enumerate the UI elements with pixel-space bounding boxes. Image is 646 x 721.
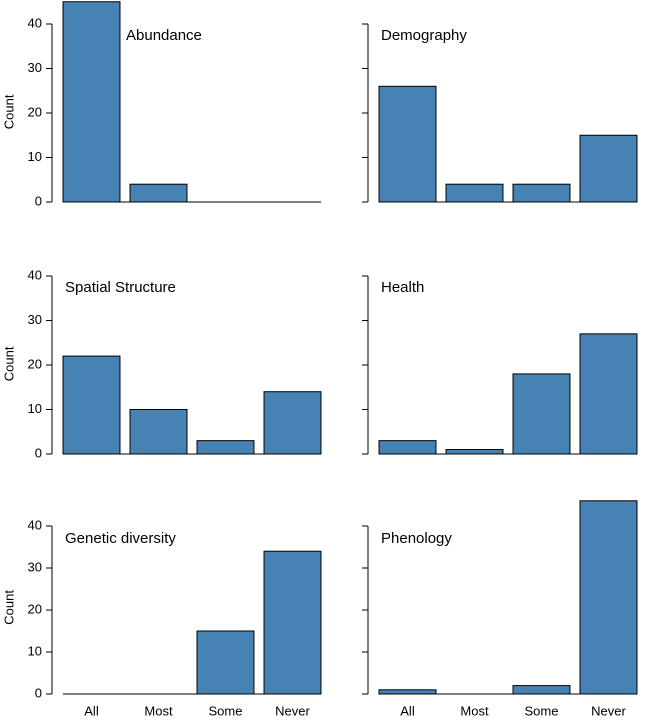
bar — [129, 409, 188, 455]
bar — [196, 630, 255, 695]
x-tick-label: All — [84, 703, 99, 718]
y-tick-label: 20 — [28, 104, 42, 119]
bar — [378, 689, 437, 695]
y-tick-label: 0 — [35, 685, 42, 700]
y-tick-label: 30 — [28, 60, 42, 75]
panel-title: Abundance — [126, 27, 202, 44]
bar — [579, 500, 638, 695]
bar — [512, 183, 571, 203]
panel-title: Health — [381, 279, 424, 296]
y-tick-label: 10 — [28, 643, 42, 658]
bar — [263, 550, 322, 695]
bar — [579, 333, 638, 455]
bar — [196, 440, 255, 455]
panel-title: Genetic diversity — [65, 530, 176, 547]
bar — [579, 134, 638, 203]
y-tick-label: 40 — [28, 267, 42, 282]
x-tick-label: Some — [209, 703, 243, 718]
x-tick-label: Never — [275, 703, 310, 718]
y-tick-label: 10 — [28, 401, 42, 416]
y-tick-label: 0 — [35, 193, 42, 208]
bar — [62, 355, 121, 455]
y-axis-label: Count — [1, 590, 16, 625]
x-tick-label: Most — [460, 703, 489, 718]
panel-title: Demography — [381, 27, 467, 44]
panel-title: Spatial Structure — [65, 279, 176, 296]
bar — [129, 183, 188, 203]
x-tick-label: Never — [591, 703, 626, 718]
bar — [445, 449, 504, 455]
y-tick-label: 20 — [28, 601, 42, 616]
y-tick-label: 30 — [28, 312, 42, 327]
y-tick-label: 40 — [28, 15, 42, 30]
y-axis-label: Count — [1, 346, 16, 381]
y-tick-label: 40 — [28, 517, 42, 532]
bar — [378, 85, 437, 203]
y-tick-label: 30 — [28, 559, 42, 574]
bar — [263, 391, 322, 455]
panel-title: Phenology — [381, 530, 452, 547]
bar — [445, 183, 504, 203]
bar — [378, 440, 437, 455]
bar — [512, 373, 571, 455]
x-tick-label: All — [400, 703, 415, 718]
x-tick-label: Some — [525, 703, 559, 718]
y-axis-label: Count — [1, 94, 16, 129]
x-tick-label: Most — [144, 703, 173, 718]
y-tick-label: 0 — [35, 445, 42, 460]
y-tick-label: 10 — [28, 149, 42, 164]
y-tick-label: 20 — [28, 356, 42, 371]
bar — [62, 1, 121, 203]
bar — [512, 685, 571, 695]
